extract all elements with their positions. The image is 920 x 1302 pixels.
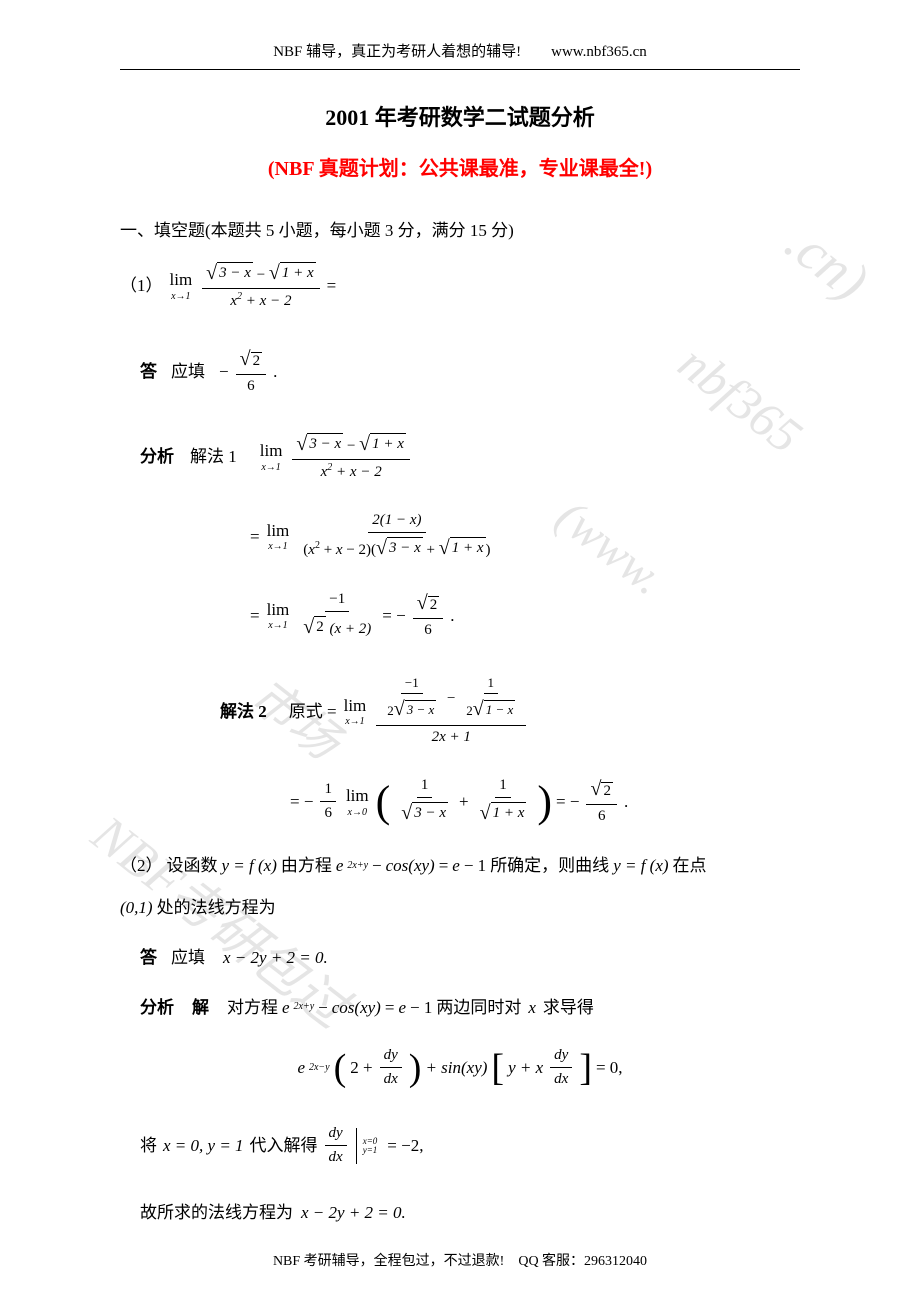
page-subtitle: (NBF 真题计划：公共课最准，专业课最全!) — [120, 152, 800, 181]
substitution-line: 将 x = 0, y = 1 代入解得 dy dx x=0 y=1 = −2, — [120, 1123, 800, 1169]
method2-line1: 解法 2 原式 = lim x→1 −1 2√3 − x − 1 2√1 − x… — [120, 674, 800, 749]
page-header: NBF 辅导，真正为考研人着想的辅导! www.nbf365.cn — [120, 40, 800, 61]
analysis-step3: = lim x→1 −1 √2 (x + 2) = − √2 6 . — [120, 589, 800, 642]
q2-answer: 答 应填 x − 2y + 2 = 0. — [120, 946, 800, 970]
derivative-equation: e2x−y ( 2 + dy dx ) + sin(xy) [ y + x dy… — [120, 1045, 800, 1091]
q1-label: （1） — [120, 274, 163, 298]
q1-expression: （1） lim x→1 √3 − x − √1 + x x2 + x − 2 = — [120, 259, 800, 313]
answer-fraction: √2 6 — [236, 345, 266, 398]
analysis-step2: = lim x→1 2(1 − x) (x2 + x − 2)(√3 − x +… — [120, 510, 800, 563]
method2-line2: = − 1 6 lim x→0 ( 1 √3 − x + 1 √1 + x ) … — [120, 775, 800, 828]
page-content: NBF 辅导，真正为考研人着想的辅导! www.nbf365.cn 2001 年… — [120, 40, 800, 1225]
q2-analysis-heading: 分析 解 对方程 e2x+y − cos(xy) = e − 1 两边同时对 x… — [120, 996, 800, 1020]
limit-block: lim x→1 — [170, 268, 193, 304]
page-footer: NBF 考研辅导，全程包过，不过退款! QQ 客服：296312040 — [0, 1250, 920, 1270]
fraction: √3 − x − √1 + x x2 + x − 2 — [202, 259, 320, 313]
analysis-line1: 分析 解法 1 lim x→1 √3 − x − √1 + x x2 + x −… — [120, 430, 800, 484]
final-line: 故所求的法线方程为 x − 2y + 2 = 0. — [120, 1201, 800, 1225]
section-heading: 一、填空题(本题共 5 小题，每小题 3 分，满分 15 分) — [120, 216, 800, 241]
header-rule — [120, 69, 800, 70]
q2-line2: (0,1) 处的法线方程为 — [120, 896, 800, 920]
q2-line1: （2） 设函数 y = f (x) 由方程 e2x+y − cos(xy) = … — [120, 854, 800, 878]
q1-answer: 答 应填 − √2 6 . — [120, 345, 800, 398]
page-title: 2001 年考研数学二试题分析 — [120, 100, 800, 132]
